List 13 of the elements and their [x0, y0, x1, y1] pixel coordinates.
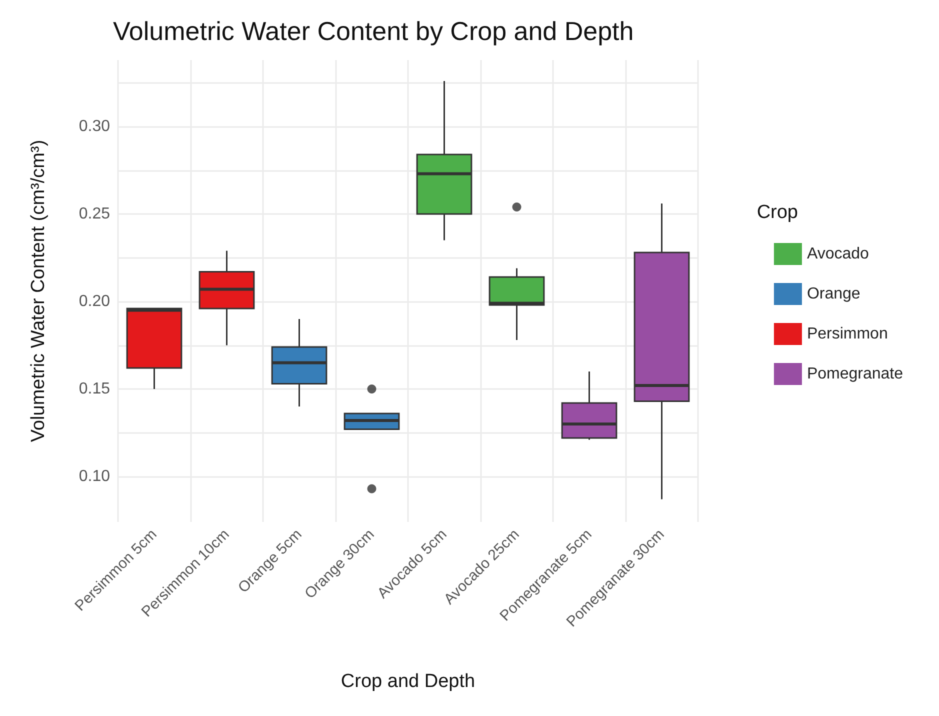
y-tick-label: 0.25 [78, 206, 110, 222]
legend-label: Pomegranate [806, 366, 904, 382]
legend-label: Orange [806, 286, 860, 302]
x-axis-title: Crop and Depth [340, 671, 476, 692]
y-tick-label: 0.30 [78, 118, 110, 135]
y-tick-label: 0.10 [78, 468, 110, 485]
legend-label: Persimmon [806, 326, 888, 342]
legend-title: Crop [756, 202, 798, 223]
y-axis-title: Volumetric Water Content (cm³/cm³) [28, 140, 49, 442]
legend-label: Avocado [806, 246, 870, 262]
y-tick-label: 0.15 [78, 380, 110, 398]
chart-title: Volumetric Water Content by Crop and Depth [113, 16, 634, 46]
y-tick-label: 0.20 [78, 293, 110, 310]
